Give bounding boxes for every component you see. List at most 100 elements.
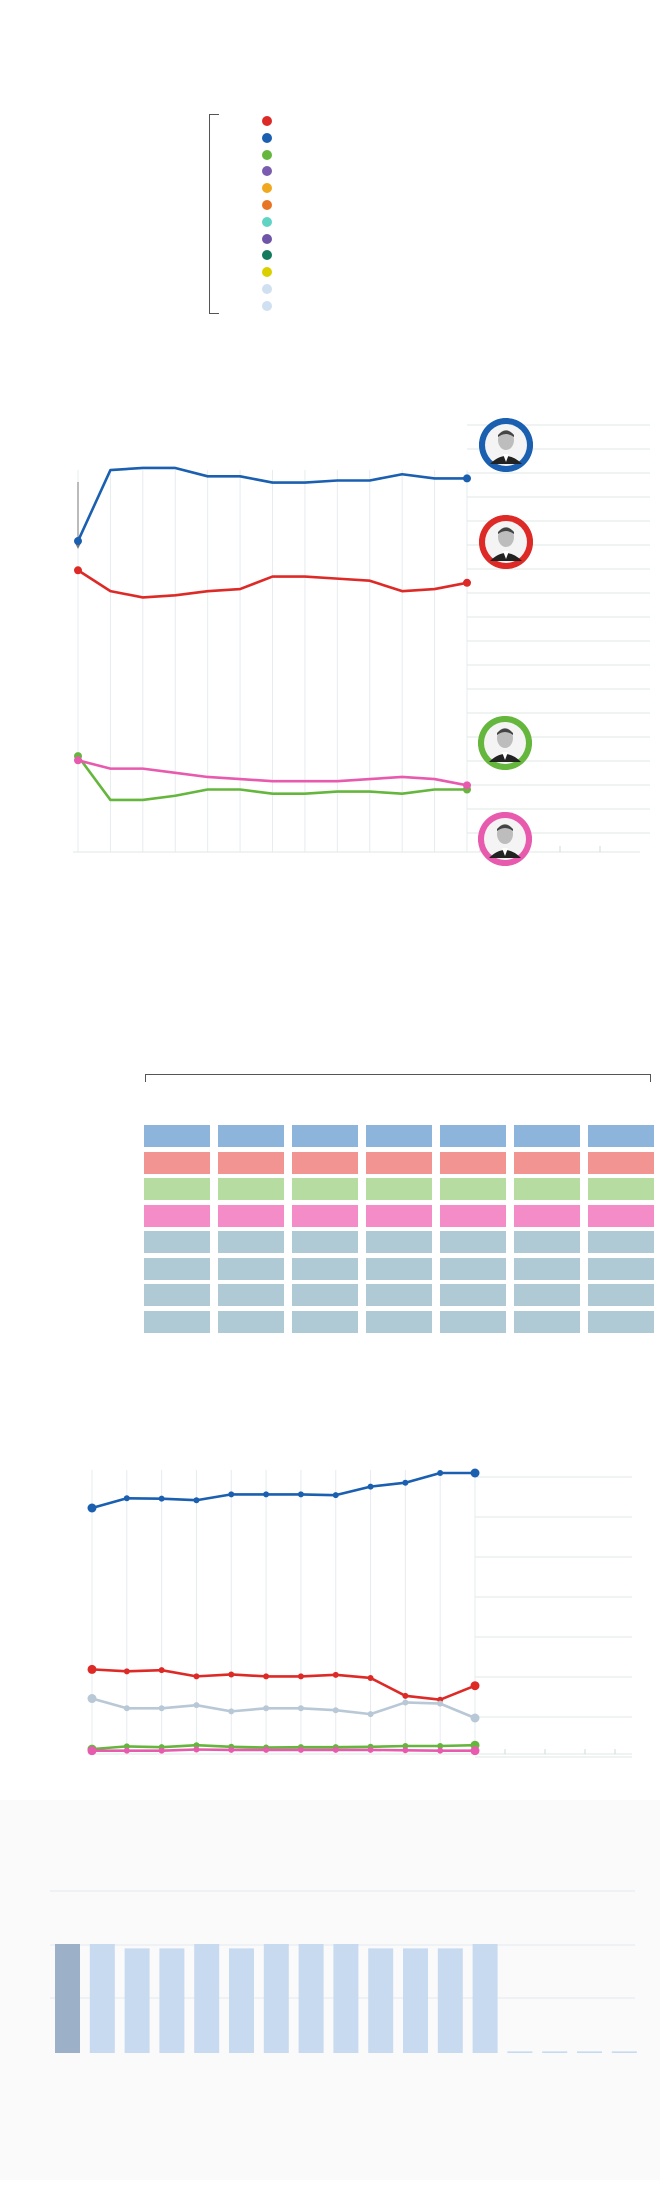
table-cell [144,1284,210,1306]
series-point [402,1479,409,1486]
seat-table [144,1125,654,1335]
series-point [437,1470,444,1476]
series-point [332,1746,339,1753]
party-legend [262,116,282,316]
bar [577,2051,602,2053]
legend-dot [262,116,272,126]
series-point [332,1671,339,1678]
series-point [402,1699,409,1706]
series-point [402,1692,409,1699]
bar [124,1948,150,2053]
legend-dot [262,250,272,261]
bar [194,1944,220,2053]
table-cell [440,1125,506,1147]
series-start-point [74,756,82,765]
series-line [91,1668,476,1702]
table-cell [292,1151,358,1174]
table-cell [218,1151,284,1174]
table-cell [218,1204,284,1227]
series-end-point [463,578,471,587]
series-line [91,1697,476,1720]
table-cell [366,1125,432,1147]
bar [89,1944,115,2053]
table-cell [292,1231,358,1253]
series-point [193,1742,200,1749]
series-point [123,1747,130,1754]
table-cell [440,1151,506,1174]
bar [437,1948,463,2053]
bar [542,2051,568,2053]
legend-bracket [209,114,219,314]
legend-dot [262,132,272,143]
table-cell [144,1125,210,1147]
table-cell [514,1231,580,1253]
table-cell [366,1310,432,1333]
series-line [76,466,467,542]
series-point [193,1673,200,1680]
legend-dot [262,300,272,311]
series-point [123,1495,130,1502]
series-point [158,1667,165,1674]
series-point [158,1495,165,1502]
legend-dot [262,216,272,227]
series-start-point [74,566,82,575]
series-point [263,1705,270,1712]
series-point [437,1743,444,1749]
series-point [437,1747,444,1754]
pp-leader-avatar [479,418,533,472]
sumar-leader-avatar [478,812,532,866]
series-line [91,1743,476,1751]
table-bracket [145,1074,651,1082]
series-point [367,1746,374,1753]
table-cell [144,1310,210,1333]
series-point [123,1705,130,1712]
table-cell [292,1125,358,1147]
series-point [297,1746,304,1753]
series-point [87,1694,97,1704]
table-cell [144,1231,210,1253]
bar [368,1948,394,2053]
series-point [470,1468,480,1478]
vox-leader-avatar [478,716,532,770]
table-cell [144,1151,210,1174]
series-point [87,1503,97,1513]
table-row [144,1310,654,1333]
table-cell [514,1125,580,1147]
series-point [437,1700,444,1707]
table-row [144,1231,654,1253]
seat-projection-chart [73,424,650,853]
table-cell [144,1178,210,1200]
series-point [228,1708,235,1715]
bar [229,1948,254,2053]
series-point [123,1743,130,1750]
series-point [263,1746,270,1753]
series-point [228,1671,235,1678]
series-point [402,1743,409,1749]
series-start-point [74,537,82,546]
table-row [144,1125,654,1147]
table-row [144,1204,654,1227]
series-point [87,1746,97,1756]
legend-dot [262,183,272,194]
series-point [297,1673,304,1680]
series-line [77,569,468,599]
series-point [87,1664,97,1674]
series-point [402,1747,409,1754]
table-cell [588,1231,654,1253]
series-line [77,759,468,787]
bar [507,2051,533,2053]
series-point [123,1668,130,1675]
table-cell [588,1257,654,1280]
table-cell [218,1284,284,1306]
table-cell [218,1310,284,1333]
table-cell [366,1257,432,1280]
series-line [91,1471,475,1510]
series-point [367,1483,374,1490]
table-cell [144,1257,210,1280]
bar-chart [50,1890,637,2053]
bar [333,1944,359,2053]
bar [55,1944,80,2053]
series-point [193,1497,200,1504]
series-end-point [463,781,471,790]
table-cell [514,1151,580,1174]
